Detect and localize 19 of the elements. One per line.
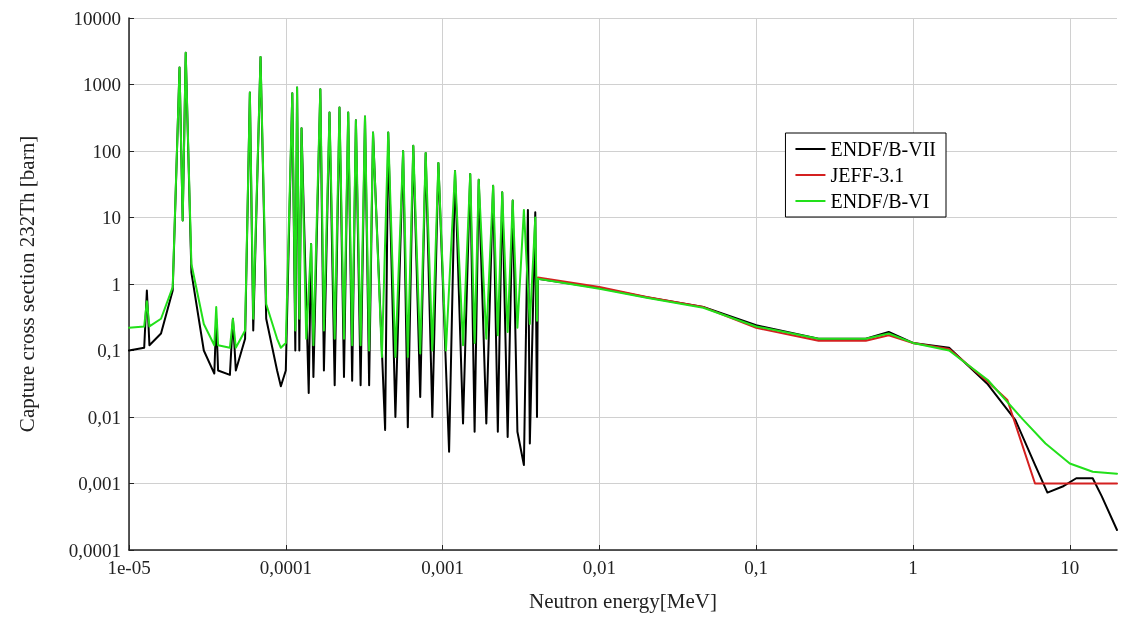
y-tick-label: 10: [102, 207, 121, 228]
x-tick-label: 1: [908, 557, 918, 578]
y-tick-label: 1000: [83, 74, 121, 95]
y-axis-title: Capture cross section 232Th [barn]: [14, 135, 39, 433]
y-tick-label: 0,1: [97, 340, 121, 361]
y-tick-label: 1: [111, 273, 121, 295]
y-tick-label: 100: [92, 140, 121, 162]
y-tick-label: 10000: [73, 7, 121, 29]
x-tick-label: 0,01: [582, 557, 617, 578]
y-tick-label: 0,01: [87, 406, 121, 428]
legend-label: ENDF/B-VII: [830, 138, 936, 160]
x-axis-title: Neutron energy[MeV]: [529, 588, 717, 613]
legend-label: JEFF-3.1: [830, 164, 905, 186]
y-tick-label: 0,001: [78, 473, 121, 494]
x-tick-label: 0,0001: [259, 557, 312, 578]
x-tick-label: 0,1: [744, 557, 769, 578]
x-tick-label: 0,001: [421, 557, 464, 578]
x-tick-label: 10: [1060, 557, 1080, 578]
legend-label: ENDF/B-VI: [830, 190, 930, 212]
